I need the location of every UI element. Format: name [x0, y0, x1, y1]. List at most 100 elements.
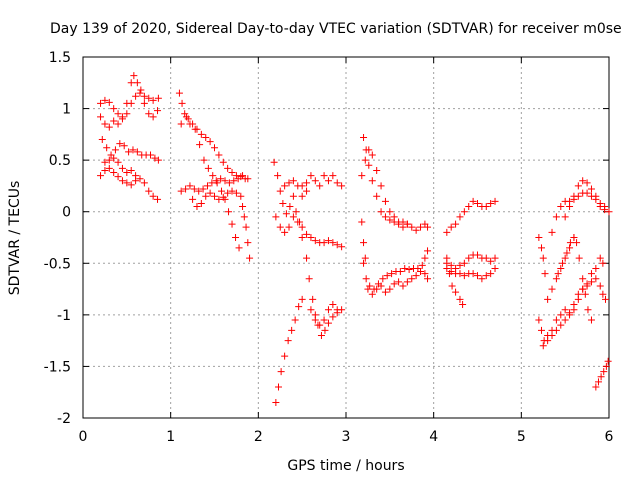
data-point-plus: [539, 342, 547, 350]
data-point-plus: [228, 187, 236, 195]
x-tick-label: 0: [79, 429, 88, 445]
data-point-plus: [592, 383, 600, 391]
data-point-plus: [324, 177, 332, 185]
data-point-plus: [316, 182, 324, 190]
data-point-plus: [566, 244, 574, 252]
data-point-plus: [125, 148, 133, 156]
data-point-plus: [452, 220, 460, 228]
data-point-plus: [177, 120, 185, 128]
data-point-plus: [246, 254, 254, 262]
data-point-plus: [424, 275, 432, 283]
data-point-plus: [365, 161, 373, 169]
data-point-plus: [178, 99, 186, 107]
data-point-plus: [203, 182, 211, 190]
data-point-plus: [209, 172, 217, 180]
data-point-plus: [561, 254, 569, 262]
data-point-plus: [587, 270, 595, 278]
data-point-plus: [601, 203, 609, 211]
y-tick-label: 0.5: [49, 153, 71, 169]
data-point-plus: [182, 185, 190, 193]
data-point-plus: [575, 254, 583, 262]
data-point-plus: [127, 79, 135, 87]
y-tick-label: 1.5: [49, 50, 71, 66]
data-point-plus: [403, 278, 411, 286]
series-track-21: [443, 197, 499, 236]
data-point-plus: [228, 220, 236, 228]
data-point-plus: [182, 113, 190, 121]
data-point-plus: [329, 172, 337, 180]
data-point-plus: [478, 275, 486, 283]
data-point-plus: [206, 138, 214, 146]
data-point-plus: [579, 285, 587, 293]
x-tick-label: 6: [605, 429, 614, 445]
data-point-plus: [307, 306, 315, 314]
data-point-plus: [408, 275, 416, 283]
data-point-plus: [373, 166, 381, 174]
x-tick-label: 4: [429, 429, 438, 445]
data-point-plus: [557, 203, 565, 211]
data-point-plus: [286, 203, 294, 211]
data-point-plus: [289, 213, 297, 221]
data-point-plus: [338, 243, 346, 251]
data-point-plus: [377, 208, 385, 216]
data-point-plus: [118, 164, 126, 172]
data-point-plus: [364, 285, 372, 293]
data-point-plus: [103, 144, 111, 152]
data-point-plus: [114, 173, 122, 181]
data-point-plus: [307, 172, 315, 180]
data-point-plus: [204, 164, 212, 172]
data-point-plus: [303, 230, 311, 238]
data-point-plus: [215, 151, 223, 159]
data-point-plus: [190, 185, 198, 193]
data-point-plus: [570, 234, 578, 241]
data-point-plus: [491, 254, 499, 262]
x-tick-label: 5: [517, 429, 526, 445]
data-point-plus: [592, 192, 600, 200]
data-point-plus: [460, 259, 468, 267]
data-point-plus: [145, 187, 153, 195]
x-tick-label: 2: [254, 429, 263, 445]
data-point-plus: [597, 373, 605, 381]
data-point-plus: [548, 228, 556, 236]
data-point-plus: [120, 142, 128, 150]
data-point-plus: [482, 254, 490, 262]
data-point-plus: [284, 337, 292, 345]
data-point-plus: [581, 290, 589, 298]
data-point-plus: [424, 223, 432, 231]
data-point-plus: [123, 169, 131, 177]
data-point-plus: [285, 223, 293, 231]
data-point-plus: [573, 239, 581, 247]
data-point-plus: [381, 213, 389, 221]
y-tick-labels: -2 -1.5 -1 -0.5 0 0.5 1 1.5: [44, 50, 71, 427]
series-track-15: [281, 177, 311, 200]
data-point-plus: [487, 257, 495, 265]
series-track-20: [358, 218, 369, 262]
data-point-plus: [596, 199, 604, 207]
data-point-plus: [487, 270, 495, 278]
data-point-plus: [320, 172, 328, 180]
data-point-plus: [101, 120, 109, 128]
data-point-plus: [191, 125, 199, 133]
data-point-plus: [305, 275, 313, 283]
data-point-plus: [298, 223, 306, 231]
data-point-plus: [281, 228, 289, 236]
data-point-plus: [136, 175, 144, 183]
data-point-plus: [211, 192, 218, 200]
data-point-plus: [329, 301, 337, 309]
data-point-plus: [219, 158, 227, 166]
data-point-plus: [333, 306, 341, 314]
series-track-8: [177, 172, 252, 195]
data-point-plus: [235, 244, 243, 252]
data-point-plus: [539, 254, 547, 262]
y-tick-label: -2: [57, 411, 71, 427]
data-point-plus: [601, 295, 609, 303]
data-point-plus: [281, 182, 289, 190]
data-point-plus: [368, 290, 376, 298]
data-point-plus: [97, 172, 105, 180]
data-point-plus: [272, 213, 280, 221]
data-marks: [97, 72, 613, 407]
data-point-plus: [239, 172, 247, 180]
data-point-plus: [474, 251, 481, 259]
axis-ticks: [82, 56, 610, 419]
data-point-plus: [592, 275, 600, 283]
